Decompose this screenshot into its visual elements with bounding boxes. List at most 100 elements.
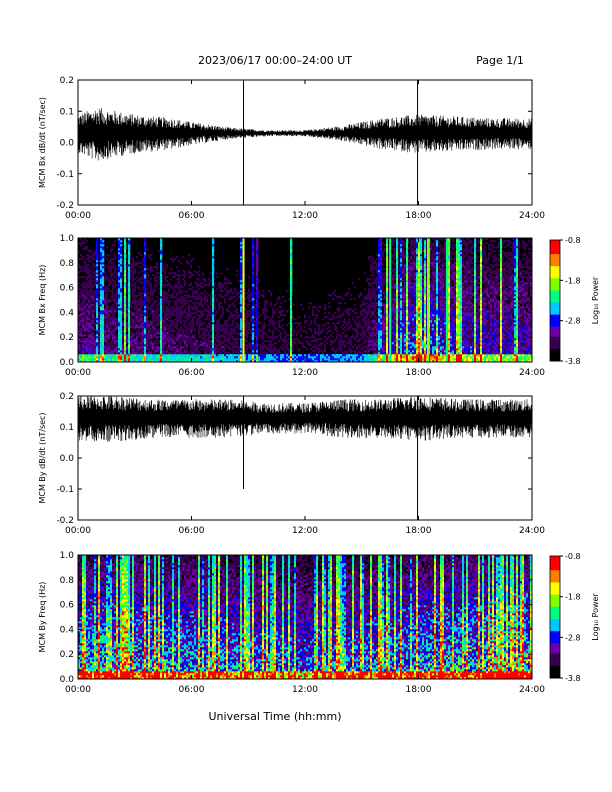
heatmap-cell bbox=[228, 332, 231, 335]
heatmap-cell bbox=[92, 262, 95, 265]
heatmap-cell bbox=[92, 318, 95, 321]
heatmap-cell bbox=[268, 354, 271, 357]
heatmap-cell bbox=[122, 328, 125, 331]
heatmap-cell bbox=[174, 296, 177, 299]
heatmap-cell bbox=[90, 336, 93, 339]
heatmap-cell bbox=[302, 344, 305, 347]
heatmap-cell bbox=[176, 240, 179, 243]
heatmap-cell bbox=[106, 270, 109, 273]
heatmap-cell bbox=[236, 328, 239, 331]
heatmap-cell bbox=[190, 264, 193, 267]
heatmap-cell bbox=[98, 312, 101, 315]
heatmap-cell bbox=[326, 356, 329, 359]
heatmap-cell bbox=[310, 354, 313, 357]
heatmap-cell bbox=[246, 322, 249, 325]
heatmap-cell bbox=[236, 330, 239, 333]
heatmap-cell bbox=[230, 262, 233, 265]
heatmap-cell bbox=[134, 314, 137, 317]
heatmap-cell bbox=[164, 354, 167, 357]
heatmap-cell bbox=[176, 348, 179, 351]
heatmap-cell bbox=[300, 298, 303, 301]
heatmap-cell bbox=[266, 346, 269, 349]
heatmap-cell bbox=[128, 346, 131, 349]
heatmap-cell bbox=[214, 292, 217, 295]
heatmap-cell bbox=[164, 328, 167, 331]
heatmap-cell bbox=[100, 346, 103, 349]
heatmap-cell bbox=[148, 258, 151, 261]
heatmap-cell bbox=[134, 350, 137, 353]
heatmap-cell bbox=[226, 352, 229, 355]
heatmap-cell bbox=[98, 298, 101, 301]
heatmap-cell bbox=[142, 358, 145, 361]
heatmap-cell bbox=[96, 314, 99, 317]
heatmap-cell bbox=[88, 302, 91, 305]
heatmap-cell bbox=[94, 254, 97, 257]
heatmap-cell bbox=[102, 348, 105, 351]
heatmap-cell bbox=[212, 356, 215, 359]
heatmap-cell bbox=[178, 280, 181, 283]
heatmap-cell bbox=[310, 336, 313, 339]
heatmap-cell bbox=[220, 356, 223, 359]
heatmap-cell bbox=[94, 352, 97, 355]
heatmap-cell bbox=[214, 304, 217, 307]
heatmap-cell bbox=[204, 330, 207, 333]
heatmap-cell bbox=[102, 242, 105, 245]
heatmap-cell bbox=[270, 294, 273, 297]
heatmap-cell bbox=[152, 312, 155, 315]
heatmap-cell bbox=[160, 302, 163, 305]
heatmap-cell bbox=[256, 256, 259, 259]
heatmap-cell bbox=[204, 278, 207, 281]
heatmap-cell bbox=[124, 278, 127, 281]
heatmap-cell bbox=[222, 266, 225, 269]
heatmap-cell bbox=[178, 330, 181, 333]
heatmap-cell bbox=[142, 300, 145, 303]
heatmap-cell bbox=[262, 354, 265, 357]
heatmap-cell bbox=[84, 264, 87, 267]
heatmap-cell bbox=[246, 266, 249, 269]
heatmap-cell bbox=[150, 270, 153, 273]
heatmap-cell bbox=[196, 296, 199, 299]
heatmap-cell bbox=[104, 348, 107, 351]
heatmap-cell bbox=[214, 342, 217, 345]
heatmap-cell bbox=[134, 284, 137, 287]
heatmap-cell bbox=[212, 274, 215, 277]
heatmap-cell bbox=[190, 288, 193, 291]
heatmap-cell bbox=[118, 320, 121, 323]
heatmap-cell bbox=[192, 344, 195, 347]
heatmap-cell bbox=[152, 280, 155, 283]
heatmap-cell bbox=[156, 352, 159, 355]
heatmap-cell bbox=[288, 298, 291, 301]
heatmap-cell bbox=[238, 350, 241, 353]
heatmap-cell bbox=[102, 272, 105, 275]
heatmap-cell bbox=[122, 306, 125, 309]
heatmap-cell bbox=[106, 286, 109, 289]
heatmap-cell bbox=[248, 322, 251, 325]
heatmap-cell bbox=[240, 246, 243, 249]
heatmap-cell bbox=[140, 322, 143, 325]
heatmap-cell bbox=[126, 316, 129, 319]
heatmap-cell bbox=[234, 332, 237, 335]
heatmap-cell bbox=[132, 300, 135, 303]
heatmap-cell bbox=[226, 292, 229, 295]
heatmap-cell bbox=[206, 352, 209, 355]
heatmap-cell bbox=[142, 296, 145, 299]
heatmap-cell bbox=[202, 324, 205, 327]
heatmap-cell bbox=[156, 312, 159, 315]
heatmap-cell bbox=[136, 352, 139, 355]
heatmap-cell bbox=[314, 322, 317, 325]
heatmap-cell bbox=[90, 300, 93, 303]
heatmap-cell bbox=[112, 330, 115, 333]
heatmap-cell bbox=[114, 250, 117, 253]
heatmap-cell bbox=[206, 294, 209, 297]
heatmap-cell bbox=[112, 358, 115, 361]
heatmap-cell bbox=[108, 332, 111, 335]
heatmap-cell bbox=[130, 314, 133, 317]
heatmap-cell bbox=[240, 274, 243, 277]
heatmap-cell bbox=[146, 298, 149, 301]
heatmap-cell bbox=[144, 316, 147, 319]
heatmap-cell bbox=[294, 358, 297, 361]
heatmap-cell bbox=[180, 300, 183, 303]
heatmap-cell bbox=[90, 292, 93, 295]
heatmap-cell bbox=[168, 350, 171, 353]
heatmap-cell bbox=[274, 280, 277, 283]
